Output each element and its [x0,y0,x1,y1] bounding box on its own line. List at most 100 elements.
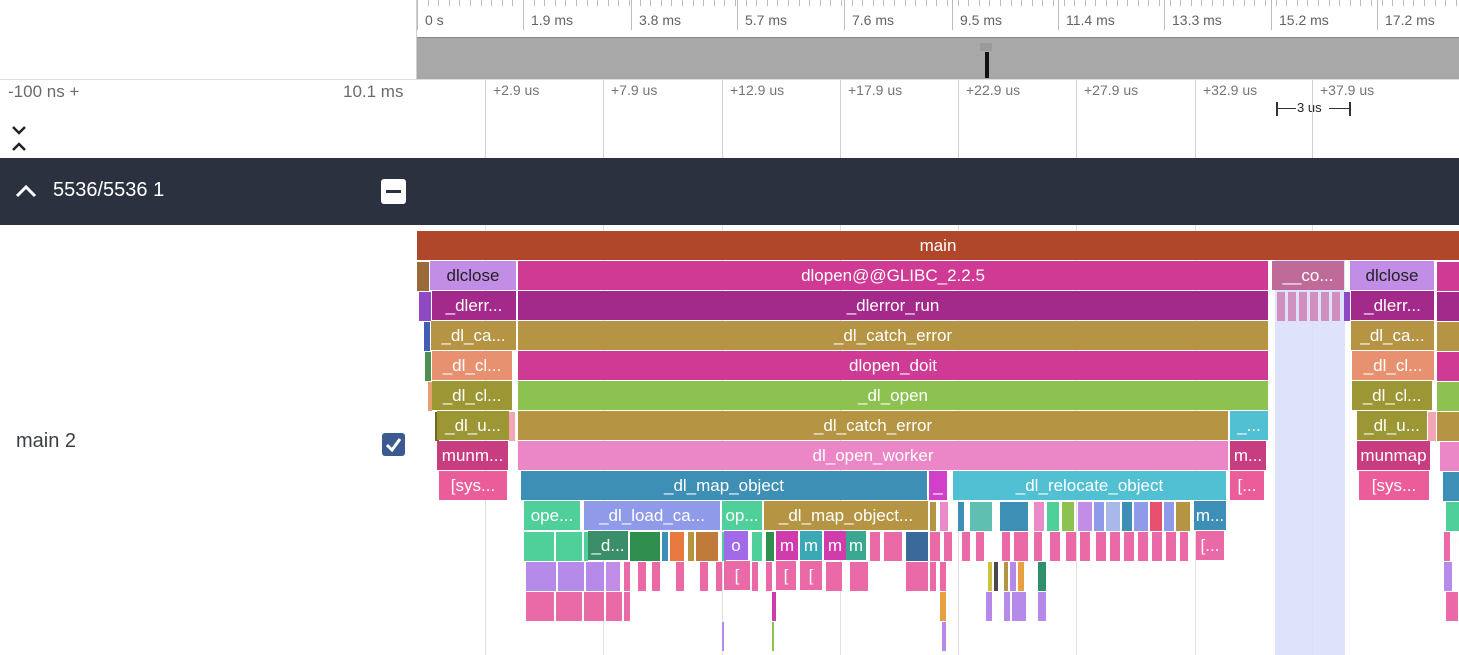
ruler-minor-tick [968,0,969,6]
ruler-minor-tick [1148,0,1149,6]
slice[interactable]: main [417,231,1459,260]
overview-timeline-ruler[interactable]: 0 s 1.9 ms 3.8 ms 5.7 ms 7.6 ms 9.5 ms 11.4 ms… [0,0,1459,36]
process-group-header[interactable]: 5536/5536 1 [0,158,1459,225]
ruler-minor-tick [502,0,503,6]
slice[interactable]: [ [800,561,822,590]
slice[interactable]: __co... [1272,261,1344,290]
slice[interactable]: _d... [588,531,628,560]
slice[interactable]: [... [1196,531,1224,560]
ruler-minor-tick [1244,0,1245,6]
slice[interactable]: dlopen@@GLIBC_2.2.5 [518,261,1268,290]
ruler-major-tick [1058,0,1059,30]
ruler-tick-label: 17.2 ms [1385,12,1435,28]
slice[interactable]: _ [929,471,947,500]
slice[interactable]: _dl_cl... [432,381,512,410]
detail-tick-label: +32.9 us [1203,82,1258,98]
slice[interactable]: _dl_load_ca... [584,501,720,530]
slice[interactable]: _dl_cl... [432,351,512,380]
ruler-minor-tick [428,0,429,6]
chevron-collapse-expand-icon[interactable] [10,124,28,154]
viewport-notch [980,43,992,51]
slice[interactable]: _dl_u... [437,411,509,440]
time-measure-marker[interactable]: 3 us [1276,100,1351,116]
ruler-minor-tick [883,0,884,6]
slice[interactable]: m [800,531,822,560]
slice[interactable]: _dl_catch_error [518,411,1228,440]
left-pane-spacer [0,37,416,78]
slice[interactable]: _dlerr... [1351,291,1434,320]
detail-tick-label: +22.9 us [966,82,1021,98]
slice[interactable]: _dl_cl... [1352,381,1432,410]
ruler-minor-tick [1233,0,1234,6]
detail-tick-label: +12.9 us [730,82,785,98]
slice[interactable]: m [846,531,866,560]
slice[interactable]: _dl_cl... [1352,351,1434,380]
slice[interactable]: dl_open_worker [518,441,1228,470]
slice[interactable]: _dl_catch_error [518,321,1268,350]
slice[interactable]: _dl_u... [1357,411,1427,440]
slice[interactable]: [... [1230,471,1264,500]
slice[interactable]: _dl_map_object... [764,501,928,530]
chevron-up-icon[interactable] [15,183,37,199]
detail-gridline [485,80,486,159]
ruler-minor-tick [1223,0,1224,6]
slice[interactable]: munmap [1357,441,1430,470]
detail-ruler[interactable]: -100 ns + 10.1 ms 3 us +2.9 us +7.9 us +12… [0,79,1459,159]
ruler-minor-tick [915,0,916,6]
slice[interactable]: dlclose [1350,261,1434,290]
slice[interactable]: _dl_ca... [1351,321,1434,350]
ruler-minor-tick [693,0,694,6]
ruler-minor-tick [735,0,736,6]
ruler-minor-tick [618,0,619,6]
slice[interactable]: _dlerr... [432,291,516,320]
collapse-group-button[interactable] [381,179,406,204]
track-pin-checkbox[interactable] [382,433,405,456]
slice[interactable]: _dl_map_object [521,471,927,500]
minus-icon [386,190,401,193]
slice[interactable]: [sys... [1359,471,1429,500]
slice[interactable]: m [776,531,798,560]
viewport-marker[interactable] [985,52,989,78]
overview-track[interactable] [417,37,1459,79]
ruler-minor-tick [830,0,831,6]
detail-gridline [958,80,959,159]
ruler-minor-tick [777,0,778,6]
ruler-minor-tick [1297,0,1298,6]
slice[interactable]: dlopen_doit [518,351,1268,380]
ruler-minor-tick [1382,0,1383,6]
slice[interactable]: ope... [524,501,580,530]
ruler-minor-tick [958,0,959,6]
track-name: main 2 [16,430,77,452]
slice[interactable]: _dl_open [518,381,1268,410]
slice[interactable]: [sys... [439,471,507,500]
ruler-minor-tick [1413,0,1414,6]
ruler-minor-tick [1392,0,1393,6]
slice[interactable]: _dl_relocate_object [953,471,1226,500]
ruler-minor-tick [1329,0,1330,6]
slice[interactable]: [ [724,561,750,590]
ruler-minor-tick [587,0,588,6]
slice[interactable]: m... [1194,501,1226,530]
ruler-minor-tick [703,0,704,6]
slice[interactable]: _dl_ca... [431,321,516,350]
ruler-minor-tick [608,0,609,6]
ruler-minor-tick [661,0,662,6]
ruler-minor-tick [1180,0,1181,6]
ruler-minor-tick [746,0,747,6]
slice[interactable]: m... [1230,441,1266,470]
ruler-minor-tick [459,0,460,6]
detail-gridline [1195,80,1196,159]
slice[interactable]: m [824,531,846,560]
slice[interactable]: op... [722,501,762,530]
ruler-minor-tick [1085,0,1086,6]
detail-tick-label: +37.9 us [1320,82,1375,98]
ruler-minor-tick [1021,0,1022,6]
detail-gridline [722,80,723,159]
slice[interactable]: dlclose [430,261,516,290]
slice[interactable]: munm... [437,441,508,470]
ruler-minor-tick [724,0,725,6]
slice[interactable]: _... [1230,411,1268,440]
slice[interactable]: o [724,531,748,560]
slice[interactable]: [ [776,561,796,590]
slice[interactable]: _dlerror_run [518,291,1268,320]
